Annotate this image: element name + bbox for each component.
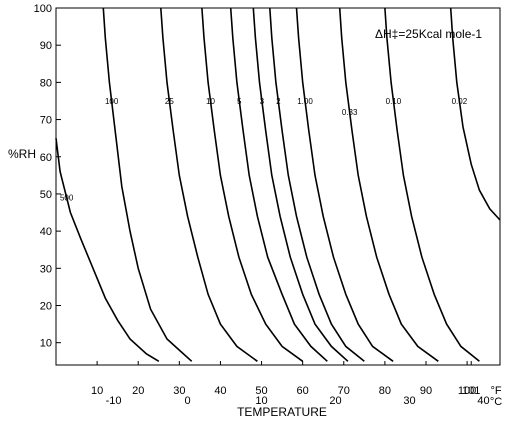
curve-label-0.02: 0.02 xyxy=(452,97,468,106)
curve-label-2: 2 xyxy=(276,97,281,106)
curve-0.02 xyxy=(449,7,501,221)
curve-0.10 xyxy=(384,7,480,362)
x-tick-label-f: 10 xyxy=(91,385,103,397)
y-tick-label: 40 xyxy=(40,226,52,238)
curve-label-3: 3 xyxy=(260,97,265,106)
x-tick-label-c: 40 xyxy=(477,395,489,407)
x-tick-label-f: 60 xyxy=(297,385,309,397)
y-tick-label: 90 xyxy=(40,40,52,52)
y-tick-label: 30 xyxy=(40,263,52,275)
curve-500 xyxy=(55,138,160,362)
curve-label-0.33: 0.33 xyxy=(342,108,358,117)
curve-2 xyxy=(269,7,365,362)
curve-1.00 xyxy=(295,7,394,362)
delta-h-annotation: ΔH‡=25Kcal mole-1 xyxy=(375,27,482,41)
curve-0.33 xyxy=(338,7,439,362)
y-tick-label: 50 xyxy=(40,189,52,201)
y-tick-label: 20 xyxy=(40,301,52,313)
curve-label-10: 10 xyxy=(206,97,215,106)
curve-label-5: 5 xyxy=(237,97,242,106)
y-tick-label: 80 xyxy=(40,77,52,89)
plot-frame xyxy=(55,7,501,366)
x-tick-label-c: 20 xyxy=(329,395,341,407)
curve-label-1.00: 1.00 xyxy=(297,97,313,106)
y-tick-label: 10 xyxy=(40,338,52,350)
y-tick-label: 100 xyxy=(34,3,52,15)
x-tick-label-f: 40 xyxy=(214,385,226,397)
x-tick-label-f: 30 xyxy=(173,385,185,397)
curve-25 xyxy=(160,7,258,362)
curve-3 xyxy=(252,7,349,362)
curve-label-500: 500 xyxy=(60,194,74,203)
x-tick-label-f: 20 xyxy=(132,385,144,397)
y-tick-label: 70 xyxy=(40,115,52,127)
x-secondary-unit: °C xyxy=(490,396,502,408)
y-tick-label: 60 xyxy=(40,152,52,164)
x-tick-label-f: 50 xyxy=(255,385,267,397)
x-tick-label-c: 0 xyxy=(184,395,190,407)
x-tick-label-f: 101 xyxy=(462,385,480,397)
x-primary-unit: °F xyxy=(490,385,501,397)
curve-5 xyxy=(229,7,328,362)
y-axis-label: %RH xyxy=(8,147,36,161)
curve-10 xyxy=(201,7,304,362)
x-tick-label-c: 30 xyxy=(403,395,415,407)
curve-label-0.10: 0.10 xyxy=(386,97,402,106)
x-tick-label-f: 100 xyxy=(458,385,476,397)
x-axis-label: TEMPERATURE xyxy=(237,405,327,419)
x-tick-label-f: 90 xyxy=(420,385,432,397)
x-tick-label-f: 70 xyxy=(338,385,350,397)
curve-label-25: 25 xyxy=(165,97,174,106)
curve-label-100: 100 xyxy=(105,97,119,106)
x-tick-label-c: 10 xyxy=(255,395,267,407)
x-tick-label-f: 80 xyxy=(379,385,391,397)
x-tick-label-c: -10 xyxy=(106,395,122,407)
curve-100 xyxy=(102,7,193,362)
